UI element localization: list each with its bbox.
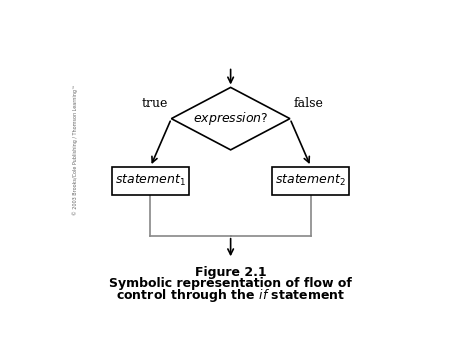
Text: © 2003 Brooks/Cole Publishing / Thomson Learning™: © 2003 Brooks/Cole Publishing / Thomson …	[72, 84, 78, 215]
Text: Figure 2.1: Figure 2.1	[195, 266, 266, 279]
FancyBboxPatch shape	[273, 167, 349, 195]
Text: $\mathit{statement}_1$: $\mathit{statement}_1$	[115, 173, 186, 188]
FancyBboxPatch shape	[112, 167, 189, 195]
Text: control through the $\mathbf{\mathit{if}}$ statement: control through the $\mathbf{\mathit{if}…	[116, 287, 345, 304]
Text: Symbolic representation of flow of: Symbolic representation of flow of	[109, 277, 352, 290]
Text: $\mathit{expression}$?: $\mathit{expression}$?	[193, 110, 269, 127]
Text: $\mathit{statement}_2$: $\mathit{statement}_2$	[275, 173, 346, 188]
Text: false: false	[293, 97, 323, 110]
Polygon shape	[171, 88, 290, 150]
Text: true: true	[141, 97, 168, 110]
